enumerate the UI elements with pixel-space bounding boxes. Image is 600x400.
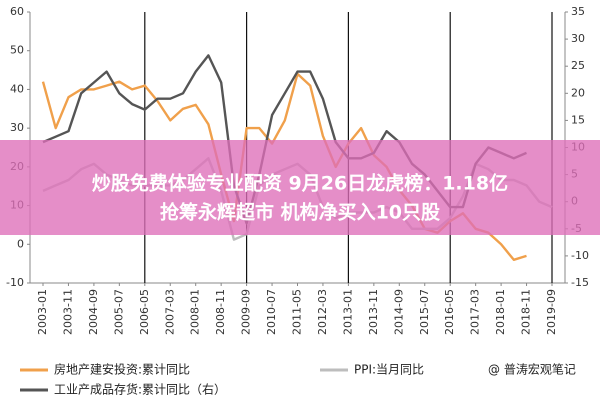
x-tick-label: 2017-03 (469, 289, 482, 335)
x-tick-label: 2012-03 (316, 289, 329, 335)
y-tick-label: -10 (6, 276, 24, 289)
y-tick-label: 50 (10, 44, 24, 57)
y2-tick-label: -10 (571, 249, 589, 262)
x-tick-label: 2009-09 (240, 289, 253, 335)
x-tick-label: 2013-11 (367, 289, 380, 335)
banner-line: 抢筹永辉超市 机构净买入10只股 (160, 201, 440, 224)
x-tick-label: 2014-09 (392, 289, 405, 335)
y-tick-label: 30 (10, 121, 24, 134)
y2-tick-label: -15 (571, 276, 589, 289)
x-tick-label: 2007-03 (163, 289, 176, 335)
x-tick-label: 2015-07 (418, 289, 431, 335)
y-tick-label: 0 (17, 237, 24, 250)
x-tick-label: 2008-11 (214, 289, 227, 335)
legend-label: 工业产成品存货:累计同比（右） (54, 382, 226, 397)
watermark: @ 普涛宏观笔记 (488, 362, 576, 377)
x-tick-label: 2018-11 (520, 289, 533, 335)
legend-label: 房地产建安投资:累计同比 (54, 362, 190, 377)
x-tick-label: 2013-01 (341, 289, 354, 335)
y2-tick-label: 15 (571, 113, 585, 126)
x-tick-label: 2016-05 (443, 289, 456, 335)
x-tick-label: 2011-05 (291, 289, 304, 335)
banner (0, 140, 600, 235)
x-tick-label: 2004-09 (87, 289, 100, 335)
legend-label: PPI:当月同比 (354, 363, 424, 377)
y-tick-label: 40 (10, 82, 24, 95)
x-tick-label: 2005-07 (112, 289, 125, 335)
banner-line: 炒股免费体验专业配资 9月26日龙虎榜：1.18亿 (92, 172, 508, 195)
y2-tick-label: 35 (571, 5, 585, 18)
x-tick-label: 2010-07 (265, 289, 278, 335)
x-tick-label: 2003-11 (61, 289, 74, 335)
x-tick-label: 2006-05 (138, 289, 151, 335)
x-tick-label: 2018-01 (494, 289, 507, 335)
x-tick-label: 2008-01 (189, 289, 202, 335)
y-tick-label: 60 (10, 5, 24, 18)
y2-tick-label: 20 (571, 86, 585, 99)
y2-tick-label: 30 (571, 32, 585, 45)
x-tick-label: 2019-09 (545, 289, 558, 335)
x-tick-label: 2003-01 (36, 289, 49, 335)
y2-tick-label: 25 (571, 59, 585, 72)
